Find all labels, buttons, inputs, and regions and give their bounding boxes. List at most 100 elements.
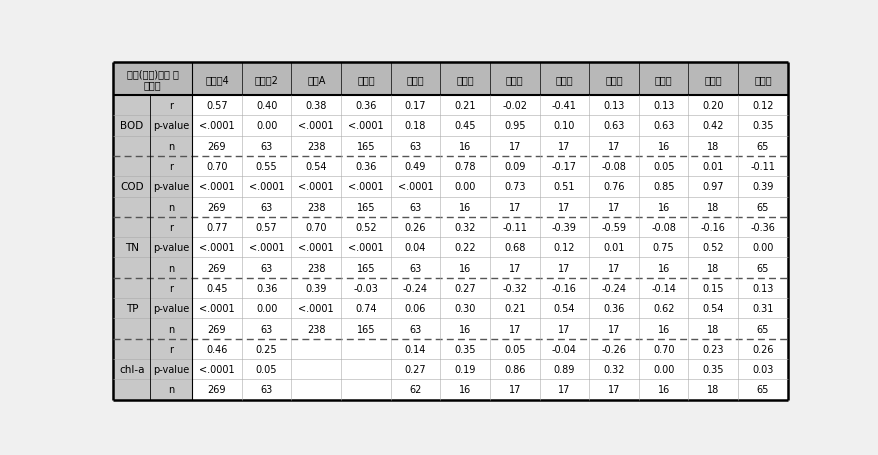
Text: 0.14: 0.14 (405, 344, 426, 354)
Text: 17: 17 (607, 202, 620, 212)
Text: r: r (169, 283, 173, 293)
Text: 65: 65 (756, 142, 768, 152)
Text: 17: 17 (508, 142, 521, 152)
Text: 0.75: 0.75 (652, 243, 673, 253)
Text: 0.00: 0.00 (454, 182, 475, 192)
Text: COD: COD (120, 182, 143, 192)
Text: 0.39: 0.39 (752, 182, 773, 192)
Text: 0.86: 0.86 (503, 364, 525, 374)
Text: 0.12: 0.12 (752, 101, 773, 111)
Text: 0.35: 0.35 (702, 364, 723, 374)
Text: -0.03: -0.03 (353, 283, 378, 293)
Text: r: r (169, 162, 173, 172)
Text: 63: 63 (409, 202, 421, 212)
Text: 0.17: 0.17 (404, 101, 426, 111)
Text: <.0001: <.0001 (299, 182, 334, 192)
Text: 269: 269 (207, 142, 226, 152)
Text: p-value: p-value (153, 243, 189, 253)
Text: 본류(나주)와의 상
관계수: 본류(나주)와의 상 관계수 (126, 69, 178, 91)
Text: 269: 269 (207, 324, 226, 334)
Text: 0.20: 0.20 (702, 101, 723, 111)
Text: 17: 17 (558, 142, 570, 152)
Text: n: n (168, 324, 174, 334)
Bar (113, 96, 192, 399)
Text: -0.32: -0.32 (501, 283, 527, 293)
Text: 165: 165 (356, 263, 375, 273)
Text: 0.05: 0.05 (255, 364, 277, 374)
Text: 0.62: 0.62 (652, 303, 673, 313)
Text: 16: 16 (657, 263, 669, 273)
Text: 0.74: 0.74 (355, 303, 376, 313)
Text: 0.13: 0.13 (652, 101, 673, 111)
Text: r: r (169, 344, 173, 354)
Text: BOD: BOD (120, 121, 143, 131)
Text: 0.77: 0.77 (206, 222, 227, 233)
Text: 0.36: 0.36 (255, 283, 277, 293)
Text: n: n (168, 384, 174, 394)
Text: 17: 17 (607, 384, 620, 394)
Text: 0.05: 0.05 (652, 162, 673, 172)
Text: 16: 16 (657, 142, 669, 152)
Text: 0.78: 0.78 (454, 162, 475, 172)
Text: 63: 63 (260, 384, 272, 394)
Text: <.0001: <.0001 (199, 121, 234, 131)
Text: 17: 17 (508, 324, 521, 334)
Text: 0.54: 0.54 (553, 303, 574, 313)
Text: 0.89: 0.89 (553, 364, 574, 374)
Text: 0.04: 0.04 (405, 243, 426, 253)
Text: 16: 16 (458, 324, 471, 334)
Text: 0.57: 0.57 (206, 101, 227, 111)
Text: 서성저: 서성저 (703, 75, 721, 85)
Text: 0.03: 0.03 (752, 364, 773, 374)
Text: 0.26: 0.26 (752, 344, 773, 354)
Text: 18: 18 (706, 384, 718, 394)
Text: -0.41: -0.41 (551, 101, 576, 111)
Text: 0.97: 0.97 (702, 182, 723, 192)
Text: 0.22: 0.22 (454, 243, 475, 253)
Text: -0.24: -0.24 (402, 283, 428, 293)
Text: 0.36: 0.36 (355, 162, 376, 172)
Text: 0.13: 0.13 (752, 283, 773, 293)
Text: n: n (168, 263, 174, 273)
Text: 0.70: 0.70 (206, 162, 227, 172)
Text: -0.02: -0.02 (501, 101, 527, 111)
Text: 화순천: 화순천 (407, 75, 424, 85)
Text: r: r (169, 101, 173, 111)
Text: -0.08: -0.08 (601, 162, 626, 172)
Text: 도암저: 도암저 (555, 75, 572, 85)
Text: -0.08: -0.08 (651, 222, 675, 233)
Text: 0.54: 0.54 (306, 162, 327, 172)
Text: 62: 62 (409, 384, 421, 394)
Text: 0.63: 0.63 (602, 121, 624, 131)
Text: n: n (168, 142, 174, 152)
Text: 0.09: 0.09 (503, 162, 525, 172)
Text: 63: 63 (260, 263, 272, 273)
Text: 18: 18 (706, 324, 718, 334)
Text: 0.70: 0.70 (652, 344, 673, 354)
Text: 269: 269 (207, 384, 226, 394)
Text: 0.31: 0.31 (752, 303, 773, 313)
Text: 65: 65 (756, 263, 768, 273)
Text: 금전저: 금전저 (654, 75, 672, 85)
Text: 65: 65 (756, 202, 768, 212)
Text: 0.45: 0.45 (454, 121, 475, 131)
Text: -0.11: -0.11 (501, 222, 527, 233)
Text: 63: 63 (409, 142, 421, 152)
Text: 0.21: 0.21 (454, 101, 475, 111)
Text: 0.00: 0.00 (255, 121, 277, 131)
Text: 지석천2: 지석천2 (255, 75, 278, 85)
Text: 0.39: 0.39 (306, 283, 327, 293)
Text: 0.63: 0.63 (652, 121, 673, 131)
Text: 17: 17 (558, 324, 570, 334)
Text: 0.18: 0.18 (405, 121, 426, 131)
Text: 0.27: 0.27 (454, 283, 475, 293)
Text: <.0001: <.0001 (348, 182, 383, 192)
Text: 17: 17 (607, 324, 620, 334)
Text: 0.27: 0.27 (404, 364, 426, 374)
Text: 16: 16 (657, 324, 669, 334)
Text: p-value: p-value (153, 364, 189, 374)
Text: -0.16: -0.16 (551, 283, 576, 293)
Text: p-value: p-value (153, 303, 189, 313)
Text: 17: 17 (558, 384, 570, 394)
Text: 0.38: 0.38 (306, 101, 327, 111)
